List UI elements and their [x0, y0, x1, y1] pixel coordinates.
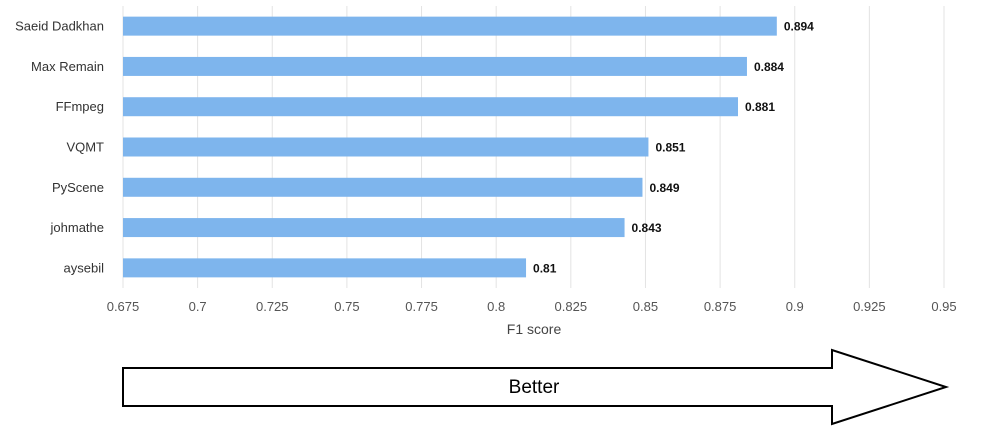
category-label: Max Remain: [31, 59, 104, 74]
bar: [123, 16, 777, 36]
x-tick-label: 0.8: [487, 299, 505, 314]
x-tick-label: 0.9: [786, 299, 804, 314]
x-tick-label: 0.85: [633, 299, 658, 314]
x-tick-label: 0.725: [256, 299, 289, 314]
x-tick-label: 0.675: [107, 299, 140, 314]
x-tick-label: 0.925: [853, 299, 886, 314]
value-label: 0.843: [632, 221, 662, 235]
better-arrow-label: Better: [509, 377, 560, 398]
value-label: 0.884: [754, 60, 784, 74]
better-arrow: Better: [122, 348, 950, 426]
bars: [123, 16, 777, 278]
bar: [123, 137, 649, 157]
bar: [123, 258, 527, 278]
x-tick-label: 0.75: [334, 299, 359, 314]
category-label: johmathe: [50, 220, 104, 235]
value-label: 0.894: [784, 20, 814, 34]
bar: [123, 56, 747, 76]
value-label: 0.81: [533, 261, 557, 275]
x-tick-label: 0.7: [189, 299, 207, 314]
x-axis-title: F1 score: [507, 321, 562, 337]
category-label: FFmpeg: [56, 99, 104, 114]
bar: [123, 218, 625, 238]
category-label: PyScene: [52, 180, 104, 195]
value-labels: 0.894 0.884 0.881 0.851 0.849 0.843 0.81: [533, 20, 814, 276]
category-label: aysebil: [64, 260, 105, 275]
x-tick-label: 0.775: [405, 299, 438, 314]
value-label: 0.881: [745, 100, 775, 114]
category-label: VQMT: [66, 140, 104, 155]
x-tick-labels: 0.675 0.7 0.725 0.75 0.775 0.8 0.825 0.85 0.875 0…: [107, 299, 957, 314]
x-tick-label: 0.825: [555, 299, 588, 314]
bar: [123, 177, 643, 197]
bar: [123, 97, 739, 117]
value-label: 0.851: [655, 141, 685, 155]
value-label: 0.849: [649, 181, 679, 195]
right-arrow-icon: [122, 348, 950, 426]
x-tick-label: 0.95: [931, 299, 956, 314]
category-labels: Saeid Dadkhan Max Remain FFmpeg VQMT PyScene…: [15, 19, 104, 276]
x-tick-label: 0.875: [704, 299, 737, 314]
category-label: Saeid Dadkhan: [15, 19, 104, 34]
